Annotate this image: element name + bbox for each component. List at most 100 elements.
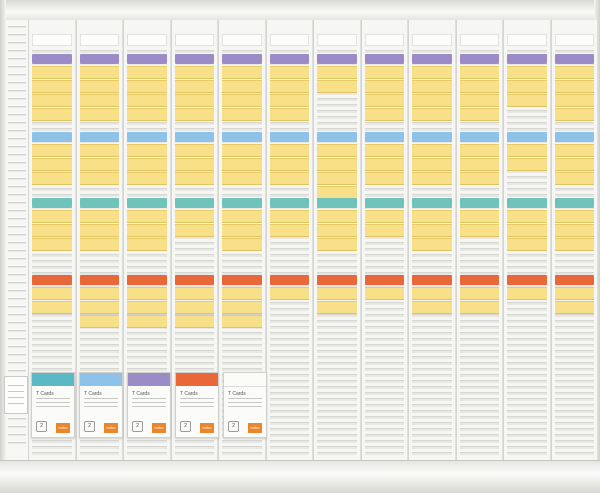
board-column[interactable] xyxy=(503,20,551,460)
column-header-card[interactable] xyxy=(79,34,119,46)
colored-header-card[interactable] xyxy=(79,198,119,208)
colored-header-card[interactable] xyxy=(364,275,404,285)
t-card[interactable] xyxy=(364,224,404,237)
colored-header-card[interactable] xyxy=(222,198,262,208)
t-card[interactable] xyxy=(174,301,214,314)
t-card[interactable] xyxy=(364,80,404,93)
t-card[interactable] xyxy=(317,80,357,93)
t-card[interactable] xyxy=(554,80,594,93)
t-card[interactable] xyxy=(412,224,452,237)
colored-header-card[interactable] xyxy=(32,198,72,208)
colored-header-card[interactable] xyxy=(459,275,499,285)
t-card[interactable] xyxy=(459,94,499,107)
t-card[interactable] xyxy=(32,94,72,107)
t-card[interactable] xyxy=(222,224,262,237)
t-card[interactable] xyxy=(174,224,214,237)
colored-header-card[interactable] xyxy=(174,198,214,208)
colored-header-card[interactable] xyxy=(412,275,452,285)
t-card[interactable] xyxy=(222,210,262,223)
t-card[interactable] xyxy=(127,158,167,171)
t-card[interactable] xyxy=(269,158,309,171)
t-card[interactable] xyxy=(127,224,167,237)
t-card[interactable] xyxy=(222,144,262,157)
t-card[interactable] xyxy=(412,94,452,107)
t-card[interactable] xyxy=(222,315,262,328)
colored-header-card[interactable] xyxy=(269,54,309,64)
t-card[interactable] xyxy=(317,238,357,251)
colored-header-card[interactable] xyxy=(127,198,167,208)
t-card[interactable] xyxy=(412,287,452,300)
column-header-card[interactable] xyxy=(364,34,404,46)
t-card[interactable] xyxy=(269,172,309,185)
t-card[interactable] xyxy=(222,301,262,314)
t-card[interactable] xyxy=(554,108,594,121)
colored-header-card[interactable] xyxy=(32,54,72,64)
t-card[interactable] xyxy=(32,287,72,300)
t-card[interactable] xyxy=(507,80,547,93)
colored-header-card[interactable] xyxy=(222,275,262,285)
colored-header-card[interactable] xyxy=(269,275,309,285)
t-card[interactable] xyxy=(32,144,72,157)
t-card[interactable] xyxy=(127,238,167,251)
t-card[interactable] xyxy=(32,301,72,314)
colored-header-card[interactable] xyxy=(554,54,594,64)
t-card[interactable] xyxy=(317,144,357,157)
t-card[interactable] xyxy=(459,158,499,171)
t-card[interactable] xyxy=(127,210,167,223)
board-column[interactable] xyxy=(455,20,503,460)
colored-header-card[interactable] xyxy=(507,54,547,64)
t-card[interactable] xyxy=(317,287,357,300)
t-card[interactable] xyxy=(317,301,357,314)
t-card[interactable] xyxy=(222,66,262,79)
colored-header-card[interactable] xyxy=(459,132,499,142)
board-column[interactable] xyxy=(360,20,408,460)
colored-header-card[interactable] xyxy=(317,132,357,142)
t-card[interactable] xyxy=(412,210,452,223)
colored-header-card[interactable] xyxy=(412,198,452,208)
colored-header-card[interactable] xyxy=(127,54,167,64)
t-card[interactable] xyxy=(317,224,357,237)
column-header-card[interactable] xyxy=(507,34,547,46)
t-card[interactable] xyxy=(222,172,262,185)
board-column[interactable] xyxy=(408,20,456,460)
t-card[interactable] xyxy=(412,80,452,93)
t-card[interactable] xyxy=(459,66,499,79)
t-card[interactable] xyxy=(507,238,547,251)
t-card[interactable] xyxy=(222,287,262,300)
t-card[interactable] xyxy=(317,66,357,79)
t-card[interactable] xyxy=(269,108,309,121)
t-card[interactable] xyxy=(127,301,167,314)
colored-header-card[interactable] xyxy=(222,132,262,142)
t-card[interactable] xyxy=(32,238,72,251)
t-card[interactable] xyxy=(32,80,72,93)
t-card[interactable] xyxy=(79,108,119,121)
t-card[interactable] xyxy=(412,238,452,251)
t-card[interactable] xyxy=(32,210,72,223)
t-card[interactable] xyxy=(269,80,309,93)
t-card[interactable] xyxy=(127,80,167,93)
t-card[interactable] xyxy=(364,144,404,157)
t-card[interactable] xyxy=(412,172,452,185)
t-card[interactable] xyxy=(127,172,167,185)
colored-header-card[interactable] xyxy=(459,198,499,208)
t-card[interactable] xyxy=(507,224,547,237)
t-card[interactable] xyxy=(174,144,214,157)
t-card[interactable] xyxy=(127,315,167,328)
column-header-card[interactable] xyxy=(174,34,214,46)
t-card[interactable] xyxy=(32,172,72,185)
colored-header-card[interactable] xyxy=(412,132,452,142)
t-card[interactable] xyxy=(459,144,499,157)
t-card[interactable] xyxy=(364,210,404,223)
t-card[interactable] xyxy=(554,94,594,107)
t-card[interactable] xyxy=(174,94,214,107)
colored-header-card[interactable] xyxy=(554,198,594,208)
t-card[interactable] xyxy=(459,80,499,93)
t-card[interactable] xyxy=(412,108,452,121)
t-card[interactable] xyxy=(364,66,404,79)
column-header-card[interactable] xyxy=(554,34,594,46)
t-card[interactable] xyxy=(174,108,214,121)
colored-header-card[interactable] xyxy=(127,132,167,142)
t-card[interactable] xyxy=(269,210,309,223)
colored-header-card[interactable] xyxy=(174,275,214,285)
t-card[interactable] xyxy=(269,94,309,107)
